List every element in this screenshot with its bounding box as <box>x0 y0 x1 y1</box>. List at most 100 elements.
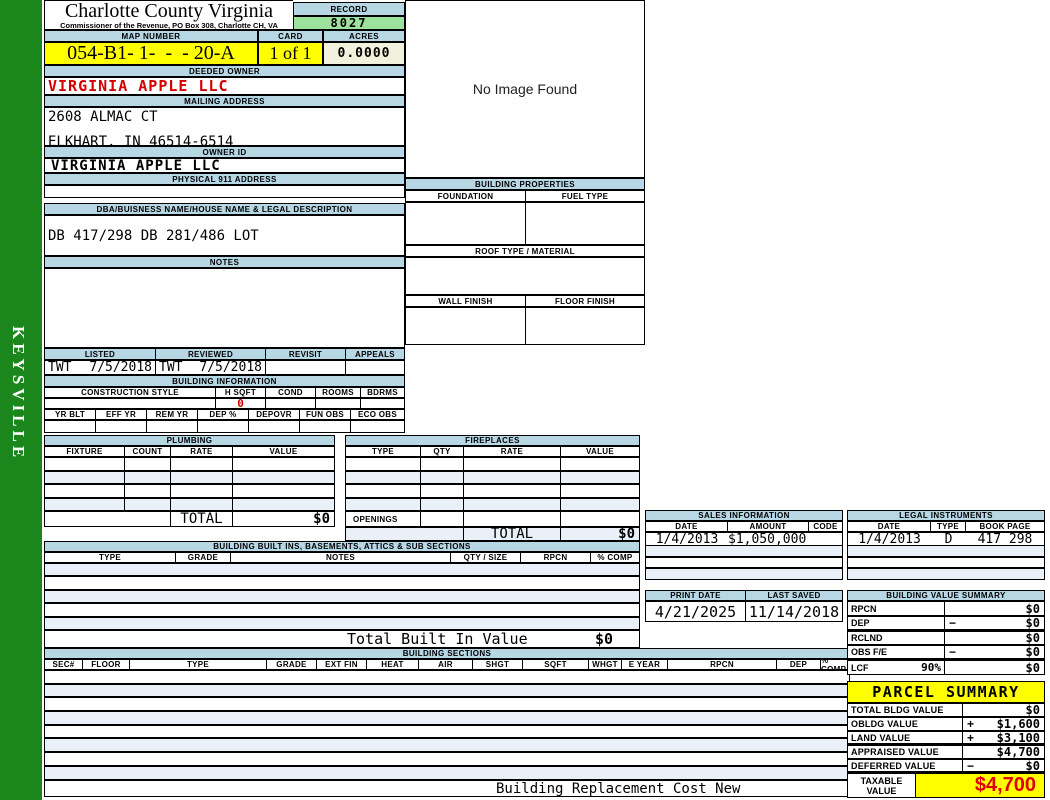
physical-address-field[interactable] <box>44 185 405 198</box>
sales-row[interactable] <box>645 546 843 557</box>
remyr-label: REM YR <box>147 410 198 419</box>
legal-row[interactable] <box>847 557 1045 568</box>
ps-row-obldg: OBLDG VALUE + $1,600 <box>847 717 1045 731</box>
hsqft-label: H SQFT <box>216 388 266 397</box>
effyr-field[interactable] <box>96 421 147 432</box>
ps-land-sign: + <box>967 730 975 745</box>
fireplaces-row[interactable] <box>345 471 640 484</box>
page-title: Charlotte County Virginia <box>64 0 274 22</box>
sales-row[interactable] <box>645 557 843 568</box>
fireplaces-row[interactable] <box>345 457 640 471</box>
sale-code <box>809 533 842 545</box>
yrblt-field[interactable] <box>45 421 96 432</box>
fireplaces-total-label: TOTAL <box>464 528 561 540</box>
built-ins-row[interactable] <box>44 576 640 590</box>
building-sections-row[interactable] <box>44 711 850 725</box>
remyr-field[interactable] <box>147 421 198 432</box>
revisit-field[interactable] <box>266 361 346 374</box>
plumbing-row[interactable] <box>44 457 335 471</box>
plumbing-total-label: TOTAL <box>171 512 233 526</box>
cond-field[interactable] <box>266 399 316 408</box>
plumbing-row[interactable] <box>44 471 335 484</box>
building-sections-row[interactable] <box>44 670 850 684</box>
acres-field[interactable]: 0.0000 <box>323 42 405 65</box>
card-field[interactable]: 1 of 1 <box>258 42 323 65</box>
built-ins-row[interactable] <box>44 617 640 630</box>
plumbing-row[interactable] <box>44 498 335 511</box>
mailing-address-field[interactable]: 2608 ALMAC CT ELKHART, IN 46514-6514 <box>44 107 405 150</box>
mailing-address-line1: 2608 ALMAC CT <box>48 109 158 125</box>
deeded-owner-field[interactable]: VIRGINIA APPLE LLC <box>44 77 405 95</box>
built-ins-comp-label: % COMP <box>597 553 633 562</box>
bdrms-field[interactable] <box>361 399 404 408</box>
ps-appraised-value: $4,700 <box>996 745 1040 759</box>
reviewed-field[interactable]: TWT 7/5/2018 <box>156 361 266 374</box>
ps-land-label: LAND VALUE <box>851 732 911 743</box>
legal-date-label: DATE <box>848 522 931 531</box>
plumbing-row[interactable] <box>44 484 335 498</box>
wall-finish-field[interactable] <box>406 308 526 344</box>
fireplaces-row[interactable] <box>345 484 640 498</box>
sales-row[interactable] <box>645 568 843 580</box>
building-sections-title: BUILDING SECTIONS <box>44 648 850 659</box>
funobs-label: FUN OBS <box>300 410 351 419</box>
legal-bookpage: 417 298 <box>977 533 1033 545</box>
floor-finish-field[interactable] <box>526 308 644 344</box>
legal-row[interactable]: 1/4/2013 D 417 298 <box>847 532 1045 546</box>
legal-row[interactable] <box>847 568 1045 580</box>
bvs-dep-label: DEP <box>851 618 870 628</box>
listed-label: LISTED <box>45 349 156 359</box>
fireplaces-total-row: TOTAL $0 <box>345 527 640 541</box>
building-sections-row[interactable] <box>44 738 850 752</box>
openings-field[interactable] <box>421 512 464 526</box>
hsqft-field[interactable]: 0 <box>216 399 266 408</box>
built-ins-header-row: TYPE GRADE NOTES QTY / SIZE RPCN % COMP <box>44 552 640 563</box>
depovr-label: DEPOVR <box>249 410 300 419</box>
legal-row[interactable] <box>847 546 1045 557</box>
listed-field[interactable]: TWT 7/5/2018 <box>45 361 156 374</box>
map-number-field[interactable]: 054-B1- 1- - - 20-A <box>44 42 258 65</box>
building-sections-row[interactable] <box>44 684 850 697</box>
built-ins-row[interactable] <box>44 563 640 576</box>
rooms-label: ROOMS <box>316 388 361 397</box>
type-label: TYPE <box>130 660 267 669</box>
ps-deferred-value: $0 <box>1025 758 1040 773</box>
building-sections-row[interactable] <box>44 697 850 711</box>
funobs-field[interactable] <box>300 421 351 432</box>
owner-id-field[interactable]: VIRGINIA APPLE LLC <box>44 158 405 174</box>
last-saved-label: LAST SAVED <box>767 591 821 600</box>
foundation-field[interactable] <box>406 203 526 244</box>
building-sections-row[interactable] <box>44 752 850 766</box>
built-ins-row[interactable] <box>44 603 640 617</box>
wall-floor-fields <box>405 307 645 345</box>
notes-field[interactable] <box>44 268 405 348</box>
district-name: KEYSVILLE <box>9 326 28 462</box>
bvs-rpcn-value: $0 <box>1025 601 1040 616</box>
building-sections-row[interactable] <box>44 766 850 780</box>
roof-type-field[interactable] <box>405 257 645 295</box>
ecoobs-field[interactable] <box>351 421 404 432</box>
legal-description-field[interactable]: DB 417/298 DB 281/486 LOT <box>44 215 405 256</box>
building-sections-row[interactable] <box>44 725 850 738</box>
dep-pct-field[interactable] <box>198 421 249 432</box>
ps-row-taxable: TAXABLE VALUE $4,700 <box>847 773 1045 798</box>
rooms-field[interactable] <box>316 399 361 408</box>
built-ins-row[interactable] <box>44 590 640 603</box>
legal-date: 1/4/2013 <box>858 533 921 545</box>
sales-title: SALES INFORMATION <box>645 510 843 521</box>
plumbing-total-value: $0 <box>313 512 330 526</box>
appeals-field[interactable] <box>346 361 404 374</box>
comp-label: % COMP <box>821 660 847 669</box>
fuel-type-field[interactable] <box>526 203 644 244</box>
built-ins-total-value: $0 <box>594 630 613 648</box>
physical-address-label: PHYSICAL 911 ADDRESS <box>44 173 405 185</box>
shgt-label: SHGT <box>473 660 523 669</box>
record-number-field[interactable]: 8027 <box>293 16 405 30</box>
sales-row[interactable]: 1/4/2013 $1,050,000 <box>645 532 843 546</box>
plumbing-total-row: TOTAL $0 <box>44 511 335 527</box>
construction-style-field[interactable] <box>45 399 216 408</box>
depovr-field[interactable] <box>249 421 300 432</box>
bdrms-label: BDRMS <box>367 388 398 397</box>
fireplaces-row[interactable] <box>345 498 640 511</box>
fireplaces-type-label: TYPE <box>346 447 421 456</box>
